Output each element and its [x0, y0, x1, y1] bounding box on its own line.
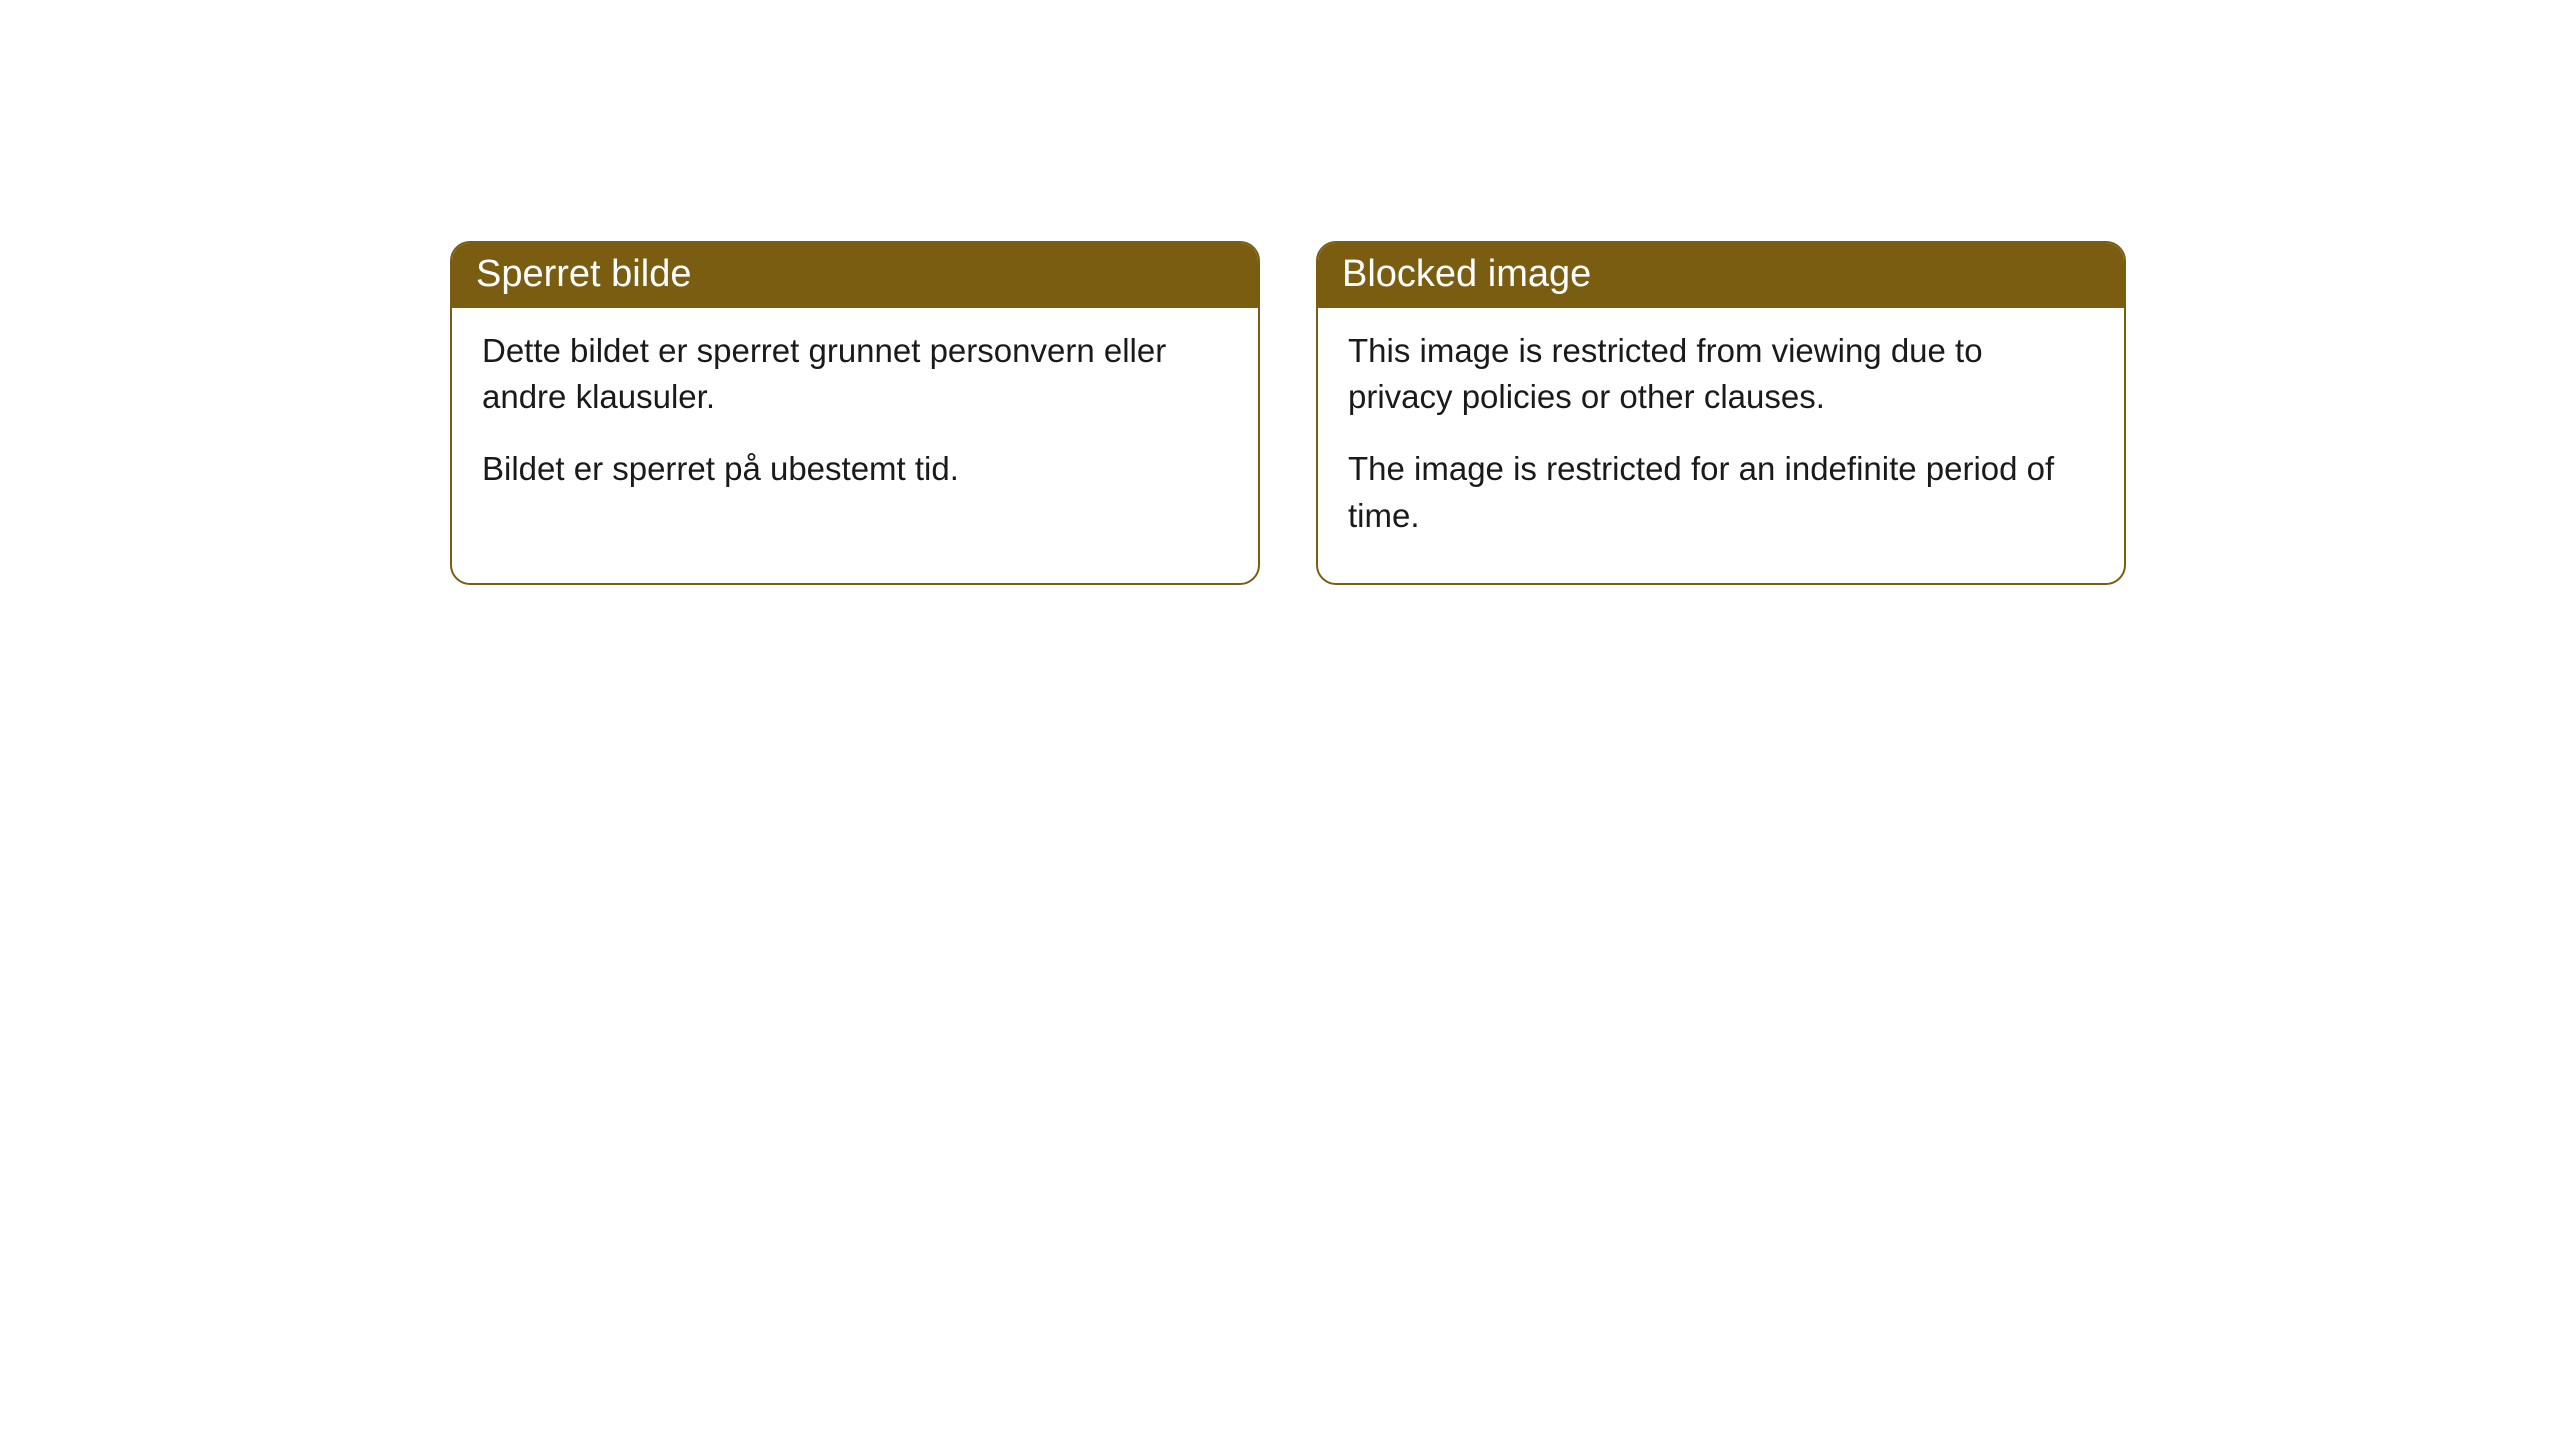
card-body: Dette bildet er sperret grunnet personve… [452, 308, 1258, 537]
notice-cards-container: Sperret bilde Dette bildet er sperret gr… [0, 0, 2560, 585]
card-body: This image is restricted from viewing du… [1318, 308, 2124, 583]
blocked-image-card-english: Blocked image This image is restricted f… [1316, 241, 2126, 585]
card-paragraph: Dette bildet er sperret grunnet personve… [482, 328, 1228, 420]
card-header: Sperret bilde [452, 243, 1258, 308]
card-title: Blocked image [1342, 253, 1591, 295]
card-header: Blocked image [1318, 243, 2124, 308]
card-paragraph: Bildet er sperret på ubestemt tid. [482, 446, 1228, 492]
card-paragraph: This image is restricted from viewing du… [1348, 328, 2094, 420]
card-title: Sperret bilde [476, 253, 691, 295]
blocked-image-card-norwegian: Sperret bilde Dette bildet er sperret gr… [450, 241, 1260, 585]
card-paragraph: The image is restricted for an indefinit… [1348, 446, 2094, 538]
